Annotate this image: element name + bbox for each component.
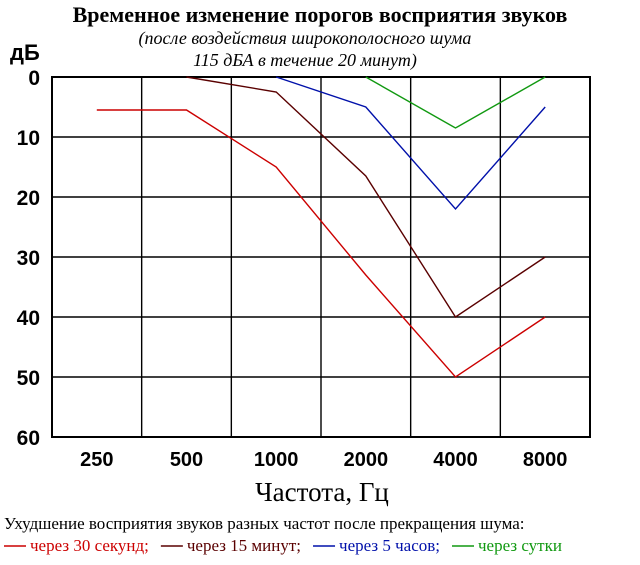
y-tick-labels: 0 10 20 30 40 50 60: [17, 67, 40, 450]
legend-entry-label: через 30 секунд;: [30, 536, 149, 555]
plot-grid: [51, 76, 591, 438]
y-tick-label: 30: [17, 247, 40, 270]
legend-entry-label: через сутки: [478, 536, 562, 555]
y-tick-label: 60: [17, 427, 40, 450]
chart-subtitle-line-2: 115 дБА в течение 20 минут): [193, 50, 417, 71]
y-axis-unit-label: дБ: [10, 40, 40, 65]
series-line: [96, 109, 546, 378]
series-line: [365, 76, 546, 129]
y-tick-label: 20: [17, 187, 40, 210]
legend-entry-label: через 5 часов;: [339, 536, 440, 555]
y-tick-label: 10: [17, 127, 40, 150]
x-tick-label: 8000: [523, 449, 568, 471]
y-tick-label: 40: [17, 307, 40, 330]
x-tick-label: 250: [80, 449, 113, 471]
data-series: [96, 76, 546, 378]
x-tick-label: 1000: [254, 449, 299, 471]
chart-subtitle-line-1: (после воздействия широкополосного шума: [139, 28, 472, 49]
plot-frame: [51, 76, 591, 438]
chart-legend: через 30 секунд; через 15 минут; через 5 ч…: [4, 536, 562, 555]
legend-entry-label: через 15 минут;: [187, 536, 301, 555]
chart-title: Временное изменение порогов восприятия з…: [73, 2, 568, 27]
x-tick-label: 4000: [433, 449, 478, 471]
x-tick-label: 500: [170, 449, 203, 471]
y-tick-label: 0: [28, 67, 40, 90]
x-tick-labels: 250 500 1000 2000 4000 8000: [80, 449, 567, 471]
x-axis-label: Частота, Гц: [255, 477, 389, 507]
series-line: [186, 76, 546, 318]
series-line: [275, 76, 546, 211]
y-tick-label: 50: [17, 367, 40, 390]
chart-caption: Ухудшение восприятия звуков разных часто…: [4, 514, 525, 533]
x-tick-label: 2000: [344, 449, 389, 471]
